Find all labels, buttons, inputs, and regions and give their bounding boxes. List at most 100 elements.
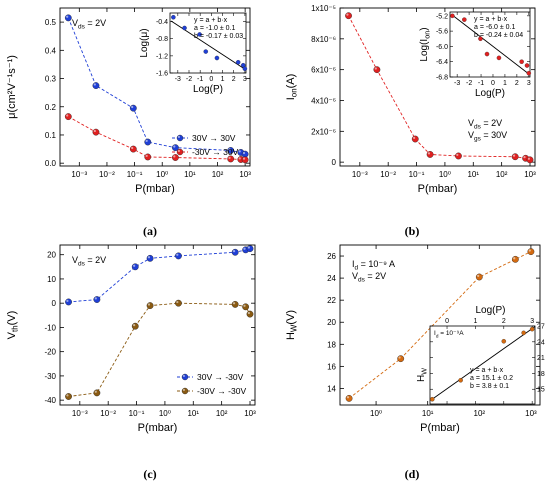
data-point	[231, 248, 239, 256]
inset-data-point	[182, 25, 187, 31]
data-point	[92, 128, 100, 136]
legend-marker	[181, 387, 189, 395]
y-tick-label: 14	[327, 384, 336, 393]
inset-y-tick-label: -5.2	[436, 13, 448, 20]
data-point-shine	[528, 249, 531, 252]
data-point-shine	[147, 303, 151, 306]
y-tick-label: -30	[44, 372, 56, 381]
y-tick-label: 0.4	[45, 46, 57, 55]
legend-marker-shine	[182, 374, 185, 378]
data-point-shine	[93, 129, 96, 133]
data-point-shine	[147, 256, 151, 259]
inset-x-tick-label: 0	[209, 76, 213, 83]
x-tick-label: 10⁰	[370, 409, 382, 418]
x-tick-label: 10⁻³	[72, 409, 88, 418]
y-tick-label: 22	[327, 296, 336, 305]
data-point-shine	[133, 264, 136, 267]
y-tick-label: -10	[44, 323, 56, 332]
panel-caption: (d)	[405, 467, 420, 481]
x-tick-label: 10⁰	[439, 170, 451, 179]
inset-fit-text: y = a + b·x	[474, 16, 508, 23]
annotation: Vds = 2V	[352, 271, 386, 284]
inset-y-tick-label: 15	[537, 387, 545, 394]
data-point	[93, 389, 101, 397]
data-point-shine	[523, 156, 526, 159]
panel-caption: (a)	[143, 224, 157, 238]
data-point-shine	[456, 153, 459, 156]
data-point-shine	[242, 151, 246, 155]
x-tick-label: 10²	[212, 170, 224, 179]
data-point-shine	[513, 257, 516, 260]
x-tick-label: 10⁻²	[99, 170, 115, 179]
inset-y-label: HW	[416, 368, 429, 382]
y-tick-label: 16	[327, 362, 336, 371]
x-tick-label: 10³	[525, 409, 537, 418]
data-point	[129, 104, 137, 112]
data-point	[426, 151, 434, 158]
inset-y-tick-label: -6.4	[436, 59, 448, 66]
data-point	[65, 393, 72, 400]
data-point-shine	[247, 311, 251, 315]
annotation-vds: Vds = 2V	[72, 18, 106, 31]
y-tick-label: -20	[44, 348, 56, 357]
inset-fit-line	[450, 13, 531, 76]
x-tick-label: 10⁻³	[71, 170, 87, 179]
annotation: Id = 10⁻⁹ A	[352, 259, 395, 272]
y-tick-label: 4x10⁻⁶	[311, 96, 336, 105]
inset-fit-line	[432, 326, 536, 400]
inset-x-tick-label: 3	[243, 76, 247, 83]
x-tick-label: 10⁻²	[380, 170, 396, 179]
y-tick-label: 0.5	[45, 18, 57, 27]
panel-c: 10⁻³ 10⁻² 10⁻¹ 10⁰ 10¹ 10² 10³ -40 -30 -20 -10 0 10 2…	[6, 244, 256, 481]
data-point	[246, 310, 254, 318]
data-point-shine	[232, 250, 236, 253]
y-tick-label: 0.0	[45, 159, 57, 168]
data-point-shine	[131, 146, 134, 150]
x-tick-label: 10⁻¹	[127, 170, 143, 179]
inset-data-point	[214, 55, 220, 61]
data-point	[511, 255, 519, 263]
data-point	[144, 138, 152, 146]
inset-y-tick-label: -0.8	[156, 36, 168, 43]
y-tick-label: 8x10⁻⁶	[311, 35, 336, 44]
inset-fit-text: a = -6.0 ± 0.1	[474, 24, 516, 31]
y-tick-label: 0.3	[45, 75, 57, 84]
data-point	[527, 248, 535, 256]
y-tick-label: 0	[332, 158, 337, 167]
legend-marker-shine	[182, 388, 185, 392]
y-tick-label: 0.1	[45, 131, 57, 140]
inset-y-tick-label: 21	[537, 355, 545, 362]
x-tick-label: 10¹	[422, 409, 434, 418]
inset-data-point	[501, 339, 507, 344]
inset-data-point	[235, 60, 241, 65]
data-point	[92, 82, 100, 89]
data-point	[475, 273, 483, 281]
inset-fit-text: a = 15.1 ± 0.2	[470, 375, 513, 382]
data-point-shine	[94, 390, 97, 393]
data-point	[345, 394, 353, 402]
x-tick-label: 10¹	[467, 170, 479, 179]
inset-data-point	[203, 49, 209, 54]
inset-fit-text: y = a + b·x	[194, 17, 228, 24]
data-point	[397, 355, 405, 363]
panel-d: 10⁰ 10¹ 10² 10³14161820222426P(mbar)HW(V)(d…	[285, 244, 545, 481]
data-point	[241, 150, 249, 158]
data-point	[241, 156, 249, 164]
data-point-shine	[242, 157, 246, 160]
data-point-shine	[346, 396, 350, 399]
x-axis-label: P(mbar)	[135, 183, 175, 195]
data-point	[231, 300, 239, 308]
legend-marker-shine	[177, 135, 180, 138]
x-tick-label: 10¹	[187, 409, 199, 418]
legend-label: -30V → -30V	[197, 386, 246, 396]
data-point-shine	[66, 394, 69, 397]
inset-id-label: Id = 10⁻⁹A	[434, 330, 464, 339]
inset-fit-text: y = a + b·x	[470, 367, 504, 374]
inset-x-tick-label: 0	[491, 80, 495, 87]
inset-x-tick-label: 0	[445, 318, 449, 325]
inset-data-point	[458, 378, 463, 383]
inset-y-tick-label: -6.8	[436, 75, 448, 82]
inset-y-label: Log(Ion)	[419, 27, 432, 61]
data-point-shine	[131, 105, 134, 109]
y-tick-label: 26	[327, 252, 336, 261]
